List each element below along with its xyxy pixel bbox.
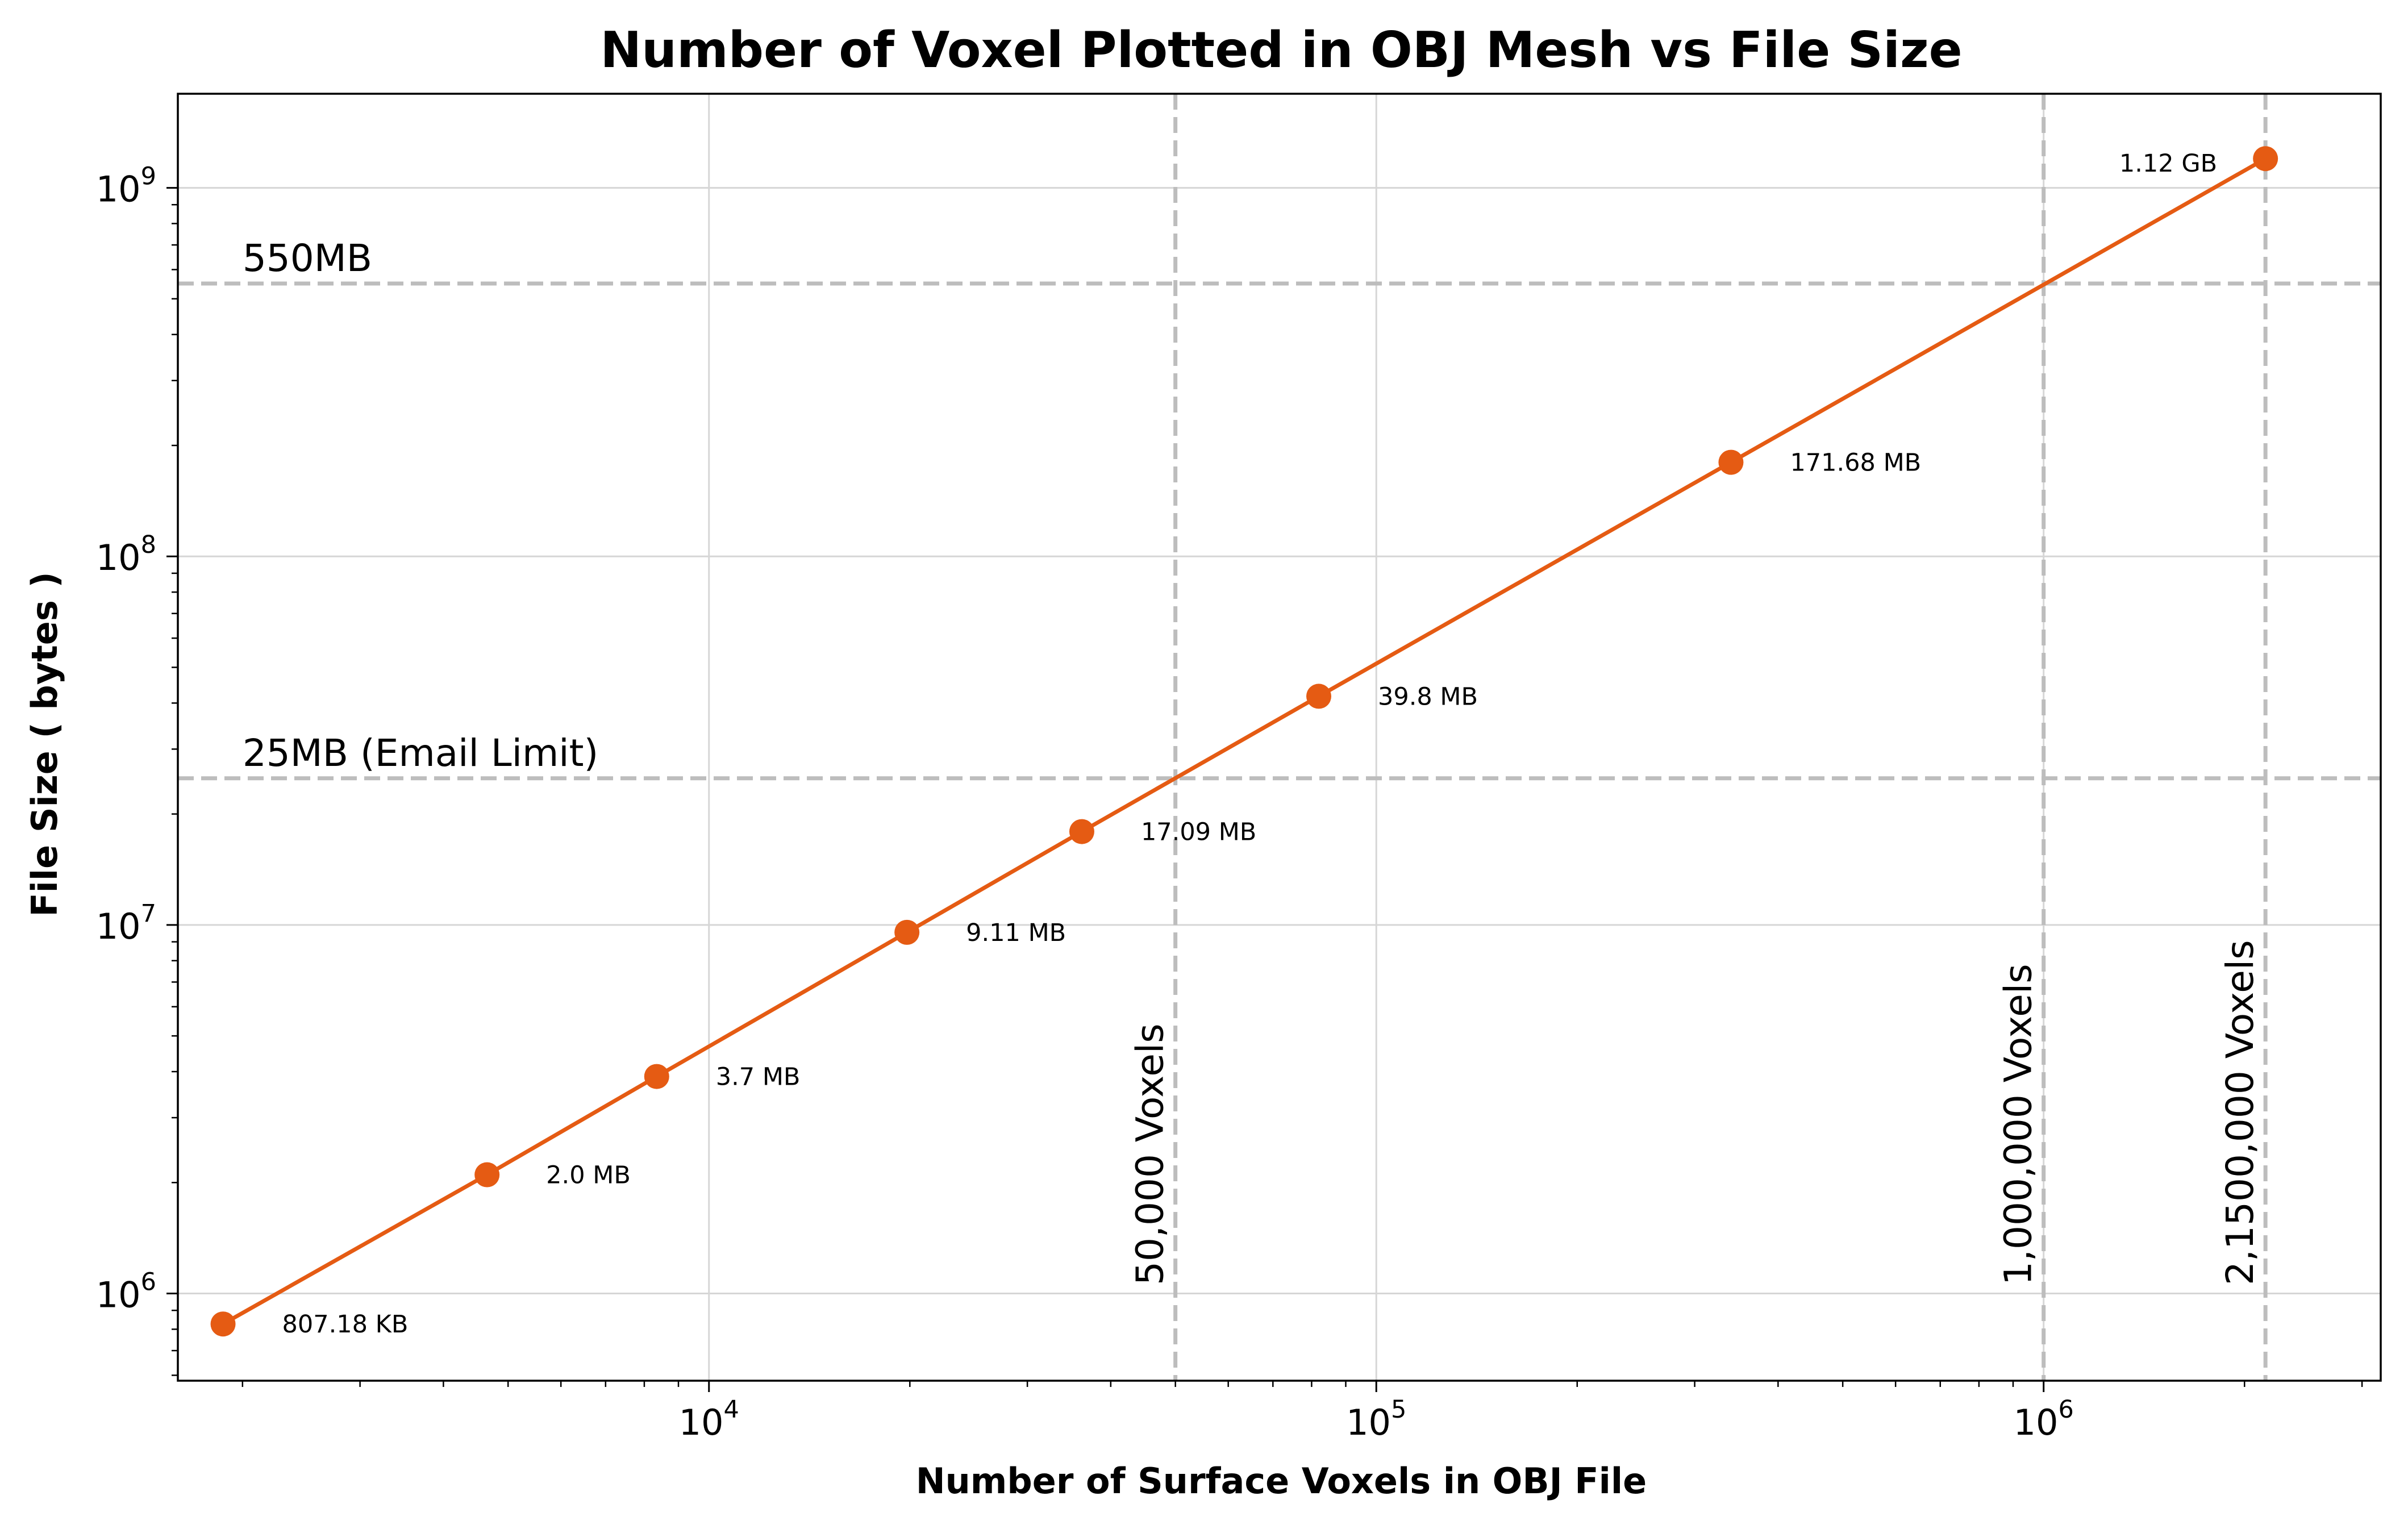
data-label: 9.11 MB — [966, 919, 1066, 947]
data-label: 3.7 MB — [716, 1063, 801, 1091]
data-point — [474, 1162, 500, 1188]
reference-lines: 550MB 25MB (Email Limit) 50,000 Voxels 1,00… — [178, 94, 2381, 1381]
data-label: 1.12 GB — [2119, 149, 2217, 178]
horizontal-reference-label: 550MB — [243, 236, 372, 280]
chart-title: Number of Voxel Plotted in OBJ Mesh vs F… — [600, 21, 1962, 79]
y-tick-label: 107 — [96, 899, 156, 947]
series-layer: 807.18 KB 2.0 MB 3.7 MB 9.11 MB 17.09 MB 39.8… — [210, 146, 2278, 1339]
y-axis-label: File Size ( bytes ) — [24, 572, 65, 916]
data-label: 807.18 KB — [282, 1310, 409, 1339]
data-point — [1069, 819, 1094, 844]
data-point — [644, 1064, 669, 1089]
y-tick-label: 109 — [96, 163, 156, 210]
y-tick-label: 106 — [96, 1268, 156, 1316]
y-tick-label: 108 — [96, 531, 156, 578]
x-axis-label: Number of Surface Voxels in OBJ File — [916, 1460, 1647, 1502]
data-label: 171.68 MB — [1790, 449, 1921, 477]
horizontal-reference-label: 25MB (Email Limit) — [243, 731, 598, 775]
data-point — [894, 919, 920, 945]
vertical-reference-label: 2,1500,000 Voxels — [2218, 940, 2262, 1285]
data-point — [1718, 449, 1744, 475]
x-tick-label: 106 — [2014, 1395, 2074, 1443]
data-point — [2253, 146, 2278, 172]
data-point — [1306, 684, 1332, 709]
x-tick-label: 104 — [679, 1395, 739, 1443]
data-label: 39.8 MB — [1378, 682, 1478, 711]
data-label: 17.09 MB — [1141, 818, 1256, 847]
x-tick-label: 105 — [1346, 1395, 1406, 1443]
vertical-reference-label: 1,000,000 Voxels — [1997, 964, 2040, 1285]
data-label: 2.0 MB — [546, 1161, 631, 1190]
vertical-reference-label: 50,000 Voxels — [1128, 1023, 1172, 1285]
data-point — [210, 1311, 236, 1337]
series-line — [222, 157, 2267, 1326]
tick-layer: 104 105 106 106 107 108 109 — [96, 163, 2363, 1443]
plot-frame — [177, 93, 2382, 1382]
